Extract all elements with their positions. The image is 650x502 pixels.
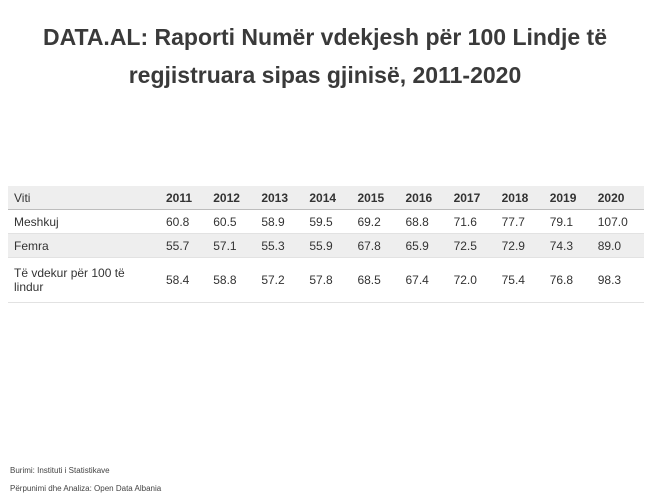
chart-title: DATA.AL: Raporti Numër vdekjesh për 100 …	[42, 24, 608, 88]
table-cell: 60.8	[166, 214, 190, 229]
data-table: Viti 2011 2012 2013 2014 2015 2016 2017 …	[8, 186, 644, 303]
processing-note: Përpunimi dhe Analiza: Open Data Albania	[10, 484, 162, 493]
table-cell: 77.7	[501, 214, 525, 229]
table-row-meshkuj: Meshkuj 60.8 60.5 58.9 59.5 69.2 68.8 71…	[8, 210, 644, 234]
table-cell: 59.5	[309, 214, 333, 229]
year-header: 2017	[453, 190, 481, 205]
table-cell: 107.0	[597, 214, 628, 229]
year-header: 2019	[549, 190, 577, 205]
table-cell: 58.4	[166, 273, 190, 287]
table-cell: 72.9	[501, 238, 525, 253]
year-header: 2013	[261, 190, 289, 205]
table-cell: 74.3	[549, 238, 574, 253]
table-cell: 65.9	[405, 238, 429, 253]
year-header: 2018	[501, 190, 529, 205]
table-row-femra: Femra 55.7 57.1 55.3 55.9 67.8 65.9 72.5…	[8, 233, 644, 258]
table-cell: 67.8	[357, 238, 381, 253]
header-corner-label: Viti	[14, 190, 31, 205]
row-label: Të vdekur për 100 të lindur	[14, 266, 125, 294]
table-cell: 60.5	[213, 214, 237, 229]
table-cell: 67.4	[405, 273, 429, 287]
year-header: 2011	[166, 190, 193, 205]
table-row-total: Të vdekur për 100 të lindur 58.4 58.8 57…	[8, 258, 644, 303]
table-cell: 79.1	[549, 214, 574, 229]
year-header: 2014	[309, 190, 337, 205]
table-cell: 57.8	[309, 273, 333, 287]
table-cell: 72.5	[453, 238, 477, 253]
table-cell: 55.3	[261, 238, 285, 253]
table-cell: 55.7	[166, 238, 190, 253]
table-cell: 89.0	[597, 238, 622, 253]
table-cell: 98.3	[597, 273, 622, 287]
table-cell: 72.0	[453, 273, 477, 287]
table-cell: 58.8	[213, 273, 237, 287]
table-cell: 76.8	[549, 273, 574, 287]
table-cell: 75.4	[501, 273, 525, 287]
table-cell: 57.2	[261, 273, 285, 287]
year-header: 2015	[357, 190, 385, 205]
table-header-row: Viti 2011 2012 2013 2014 2015 2016 2017 …	[8, 186, 644, 210]
table-cell: 68.5	[357, 273, 381, 287]
table-cell: 57.1	[213, 238, 237, 253]
row-label: Meshkuj	[14, 214, 59, 229]
table-cell: 69.2	[357, 214, 381, 229]
year-header: 2016	[405, 190, 433, 205]
year-header: 2020	[597, 190, 625, 205]
table-cell: 68.8	[405, 214, 429, 229]
table-cell: 58.9	[261, 214, 285, 229]
source-note: Burimi: Instituti i Statistikave	[10, 466, 110, 475]
table-cell: 55.9	[309, 238, 333, 253]
row-label: Femra	[14, 238, 49, 253]
table-cell: 71.6	[453, 214, 477, 229]
year-header: 2012	[213, 190, 240, 205]
